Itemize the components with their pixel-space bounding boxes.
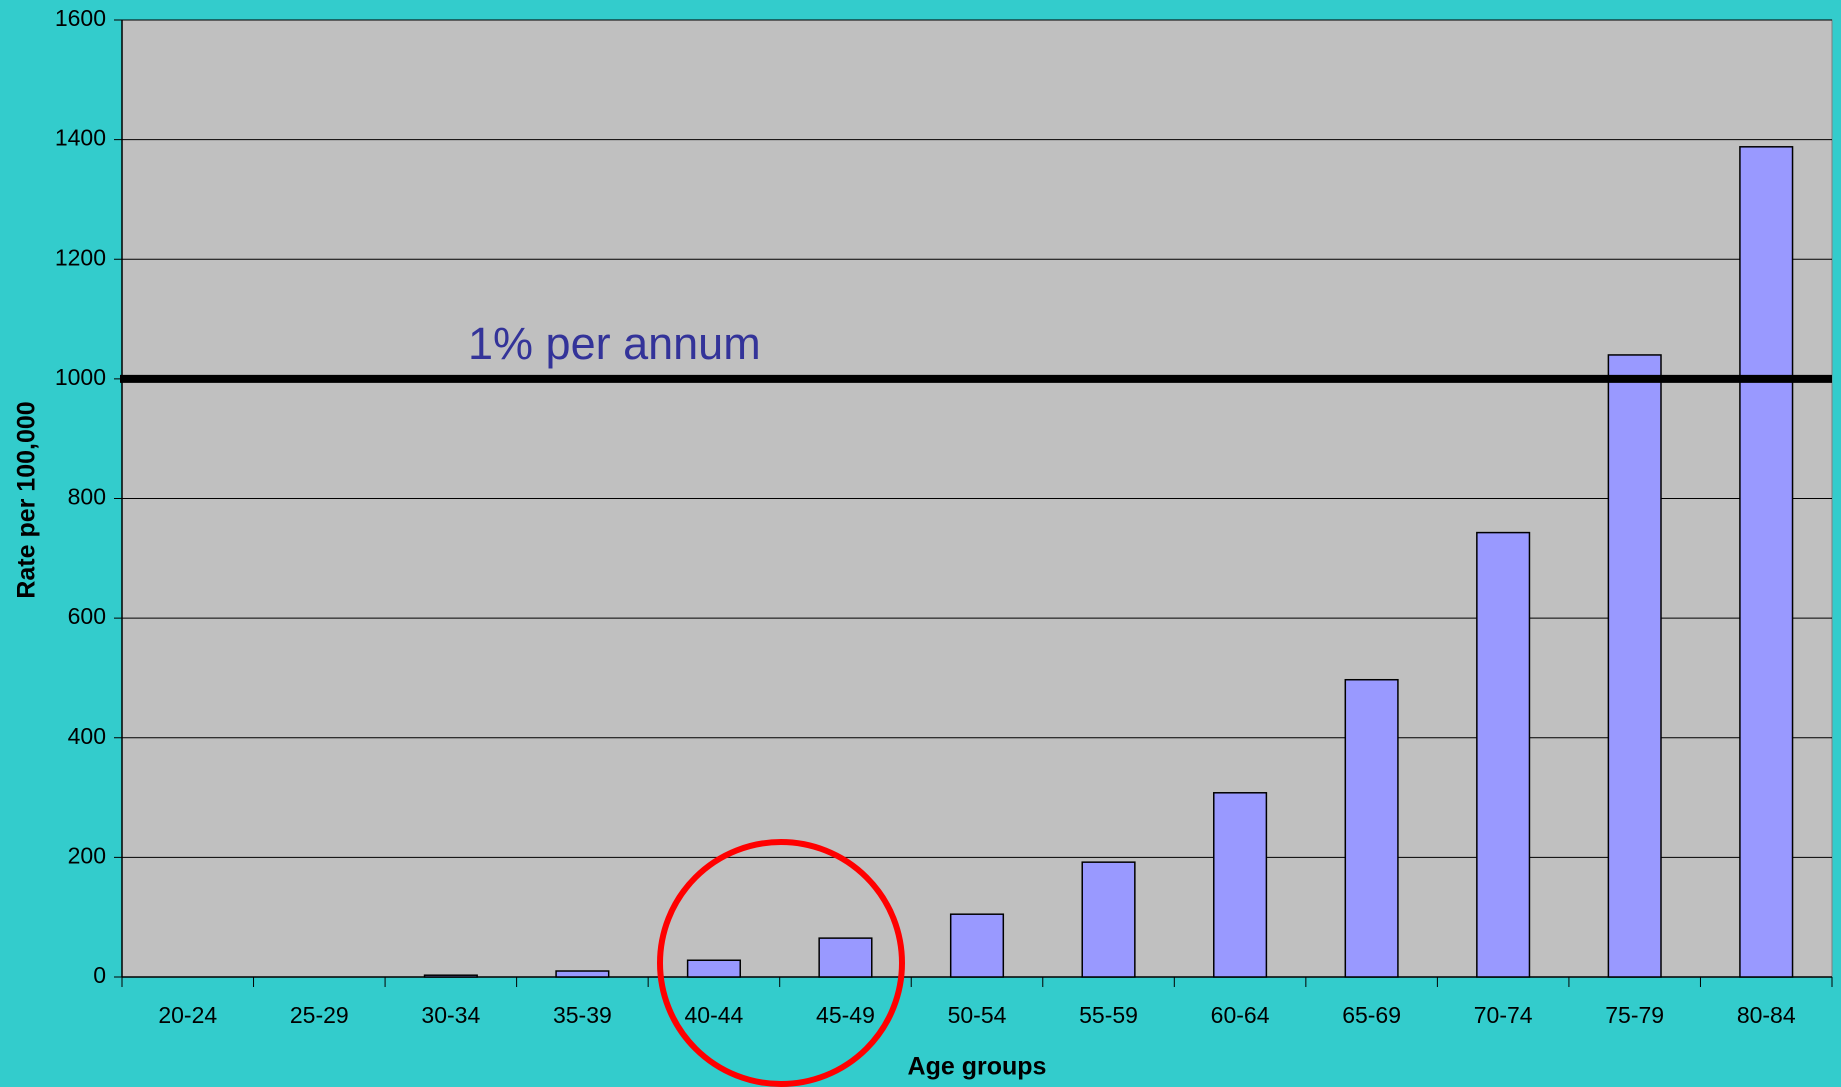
bar (949, 913, 1005, 978)
y-tick-label: 400 (68, 723, 106, 749)
x-tick-label: 55-59 (1079, 1002, 1138, 1028)
y-tick-label: 1200 (55, 244, 106, 270)
x-tick-label: 25-29 (290, 1002, 349, 1028)
bar (555, 970, 610, 978)
x-tick-label: 65-69 (1342, 1002, 1401, 1028)
y-tick-label: 200 (68, 842, 106, 868)
y-tick-label: 800 (68, 484, 106, 510)
y-tick-label: 1400 (55, 125, 106, 151)
y-tick-label: 1600 (55, 5, 106, 31)
x-tick-label: 20-24 (158, 1002, 217, 1028)
x-tick-label: 35-39 (553, 1002, 612, 1028)
bar (686, 959, 741, 978)
grid (114, 19, 1833, 987)
y-tick-label: 600 (68, 603, 106, 629)
bar (423, 974, 478, 978)
x-axis-title: Age groups (908, 1053, 1047, 1081)
bar (1344, 678, 1399, 978)
x-tick-label: 40-44 (685, 1002, 744, 1028)
reference-label: 1% per annum (468, 318, 761, 369)
x-tick-label: 60-64 (1211, 1002, 1270, 1028)
y-tick-label: 0 (93, 962, 106, 988)
y-axis-title: Rate per 100,000 (13, 401, 41, 598)
x-tick-label: 75-79 (1605, 1002, 1664, 1028)
bar (818, 937, 873, 978)
x-tick-label: 80-84 (1737, 1002, 1796, 1028)
x-tick-label: 70-74 (1474, 1002, 1533, 1028)
bar (1739, 146, 1794, 978)
x-tick-label: 50-54 (948, 1002, 1007, 1028)
bar (1476, 531, 1531, 978)
bars (423, 146, 1794, 978)
bar (1213, 792, 1268, 978)
x-tick-label: 45-49 (816, 1002, 875, 1028)
y-tick-label: 1000 (55, 364, 106, 390)
highlight-circle (657, 839, 905, 1087)
bar (1081, 861, 1136, 978)
x-tick-label: 30-34 (421, 1002, 480, 1028)
bar (1607, 354, 1662, 978)
